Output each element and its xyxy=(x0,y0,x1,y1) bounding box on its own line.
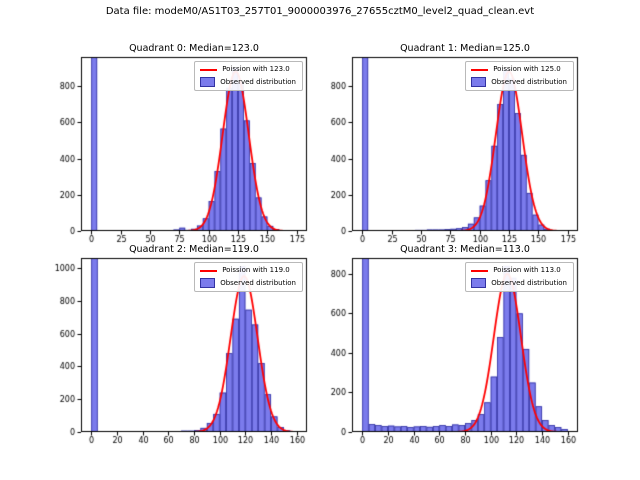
subplot-3-legend: Poission with 113.0 Observed distributio… xyxy=(465,262,574,292)
subplot-1-legend: Poission with 125.0 Observed distributio… xyxy=(465,61,574,91)
legend-hist-row: Observed distribution xyxy=(471,278,567,288)
histogram-patch-swatch xyxy=(200,278,216,288)
subplot-3-title: Quadrant 3: Median=113.0 xyxy=(400,244,530,255)
poisson-line-swatch xyxy=(200,269,218,272)
legend-curve-row: Poission with 113.0 xyxy=(471,266,567,275)
histogram-patch-swatch xyxy=(200,77,216,87)
histogram-legend-label: Observed distribution xyxy=(220,278,296,287)
subplot-0-legend: Poission with 123.0 Observed distributio… xyxy=(194,61,303,91)
legend-hist-row: Observed distribution xyxy=(471,77,567,87)
poisson-legend-label: Poission with 119.0 xyxy=(222,266,290,274)
poisson-legend-label: Poission with 125.0 xyxy=(493,65,561,73)
legend-curve-row: Poission with 119.0 xyxy=(200,266,296,275)
histogram-legend-label: Observed distribution xyxy=(220,77,296,86)
histogram-patch-swatch xyxy=(471,278,487,288)
histogram-legend-label: Observed distribution xyxy=(491,278,567,287)
subplot-0-title: Quadrant 0: Median=123.0 xyxy=(129,43,259,54)
subplot-2-title: Quadrant 2: Median=119.0 xyxy=(129,244,259,255)
figure-suptitle: Data file: modeM0/AS1T03_257T01_90000039… xyxy=(105,6,535,17)
poisson-line-swatch xyxy=(471,68,489,71)
poisson-line-swatch xyxy=(471,269,489,272)
poisson-legend-label: Poission with 113.0 xyxy=(493,266,561,274)
poisson-legend-label: Poission with 123.0 xyxy=(222,65,290,73)
subplot-1-title: Quadrant 1: Median=125.0 xyxy=(400,43,530,54)
legend-hist-row: Observed distribution xyxy=(200,77,296,87)
legend-curve-row: Poission with 125.0 xyxy=(471,65,567,74)
legend-hist-row: Observed distribution xyxy=(200,278,296,288)
legend-curve-row: Poission with 123.0 xyxy=(200,65,296,74)
poisson-line-swatch xyxy=(200,68,218,71)
subplot-2-legend: Poission with 119.0 Observed distributio… xyxy=(194,262,303,292)
histogram-legend-label: Observed distribution xyxy=(491,77,567,86)
histogram-patch-swatch xyxy=(471,77,487,87)
